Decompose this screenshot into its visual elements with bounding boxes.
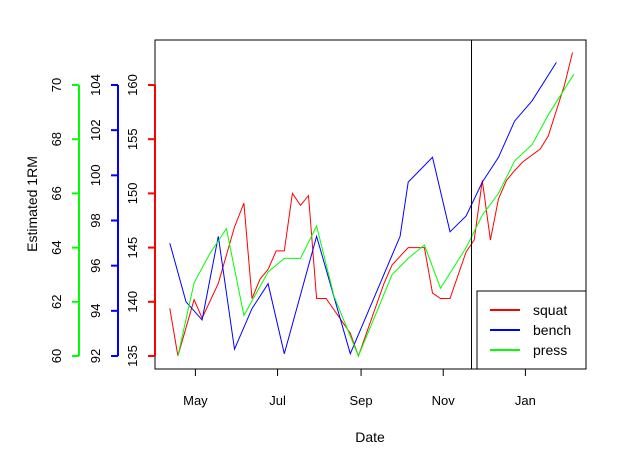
- legend-label-bench: bench: [533, 322, 571, 338]
- y-tick-label: 100: [88, 164, 103, 186]
- x-tick-label: Jan: [515, 393, 536, 408]
- y-tick-label: 66: [49, 186, 64, 200]
- x-tick-label: May: [183, 393, 208, 408]
- legend: squat bench press: [476, 290, 587, 370]
- y-tick-label: 150: [125, 183, 140, 205]
- y-axes: 1351401451501551609294969810010210460626…: [49, 74, 156, 367]
- series-line-bench: [169, 62, 557, 356]
- y-tick-label: 60: [49, 349, 64, 363]
- y-tick-label: 145: [125, 237, 140, 259]
- y-tick-label: 135: [125, 345, 140, 367]
- y-tick-label: 160: [125, 74, 140, 96]
- series-line-squat: [169, 52, 573, 358]
- y-tick-label: 92: [88, 349, 103, 363]
- x-tick-label: Sep: [350, 393, 373, 408]
- y-tick-label: 140: [125, 291, 140, 313]
- y-tick-label: 70: [49, 78, 64, 92]
- y-tick-label: 98: [88, 213, 103, 227]
- x-tick-label: Nov: [432, 393, 456, 408]
- y-tick-label: 104: [88, 74, 103, 96]
- y-axis-bench: 92 94 96 98 100 102 104: [88, 74, 119, 363]
- y-tick-label: 96: [88, 258, 103, 272]
- x-axis-label: Date: [355, 429, 385, 445]
- y-tick-label: 102: [88, 119, 103, 141]
- series-line-press: [177, 73, 575, 358]
- y-tick-label: 64: [49, 240, 64, 254]
- y-axis-squat: 135 140 145 150 155 160: [125, 74, 156, 367]
- x-tick-label: Jul: [269, 393, 286, 408]
- y-axis-press: 60 62 64 66 68 70: [49, 78, 80, 363]
- y-tick-label: 94: [88, 304, 103, 318]
- legend-label-press: press: [533, 342, 567, 358]
- y-tick-label: 62: [49, 295, 64, 309]
- series-layer: [169, 52, 575, 358]
- y-axis-label: Estimated 1RM: [24, 156, 40, 252]
- legend-label-squat: squat: [533, 302, 567, 318]
- y-tick-label: 155: [125, 128, 140, 150]
- x-axis: May Jul Sep Nov Jan: [183, 368, 536, 408]
- y-tick-label: 68: [49, 132, 64, 146]
